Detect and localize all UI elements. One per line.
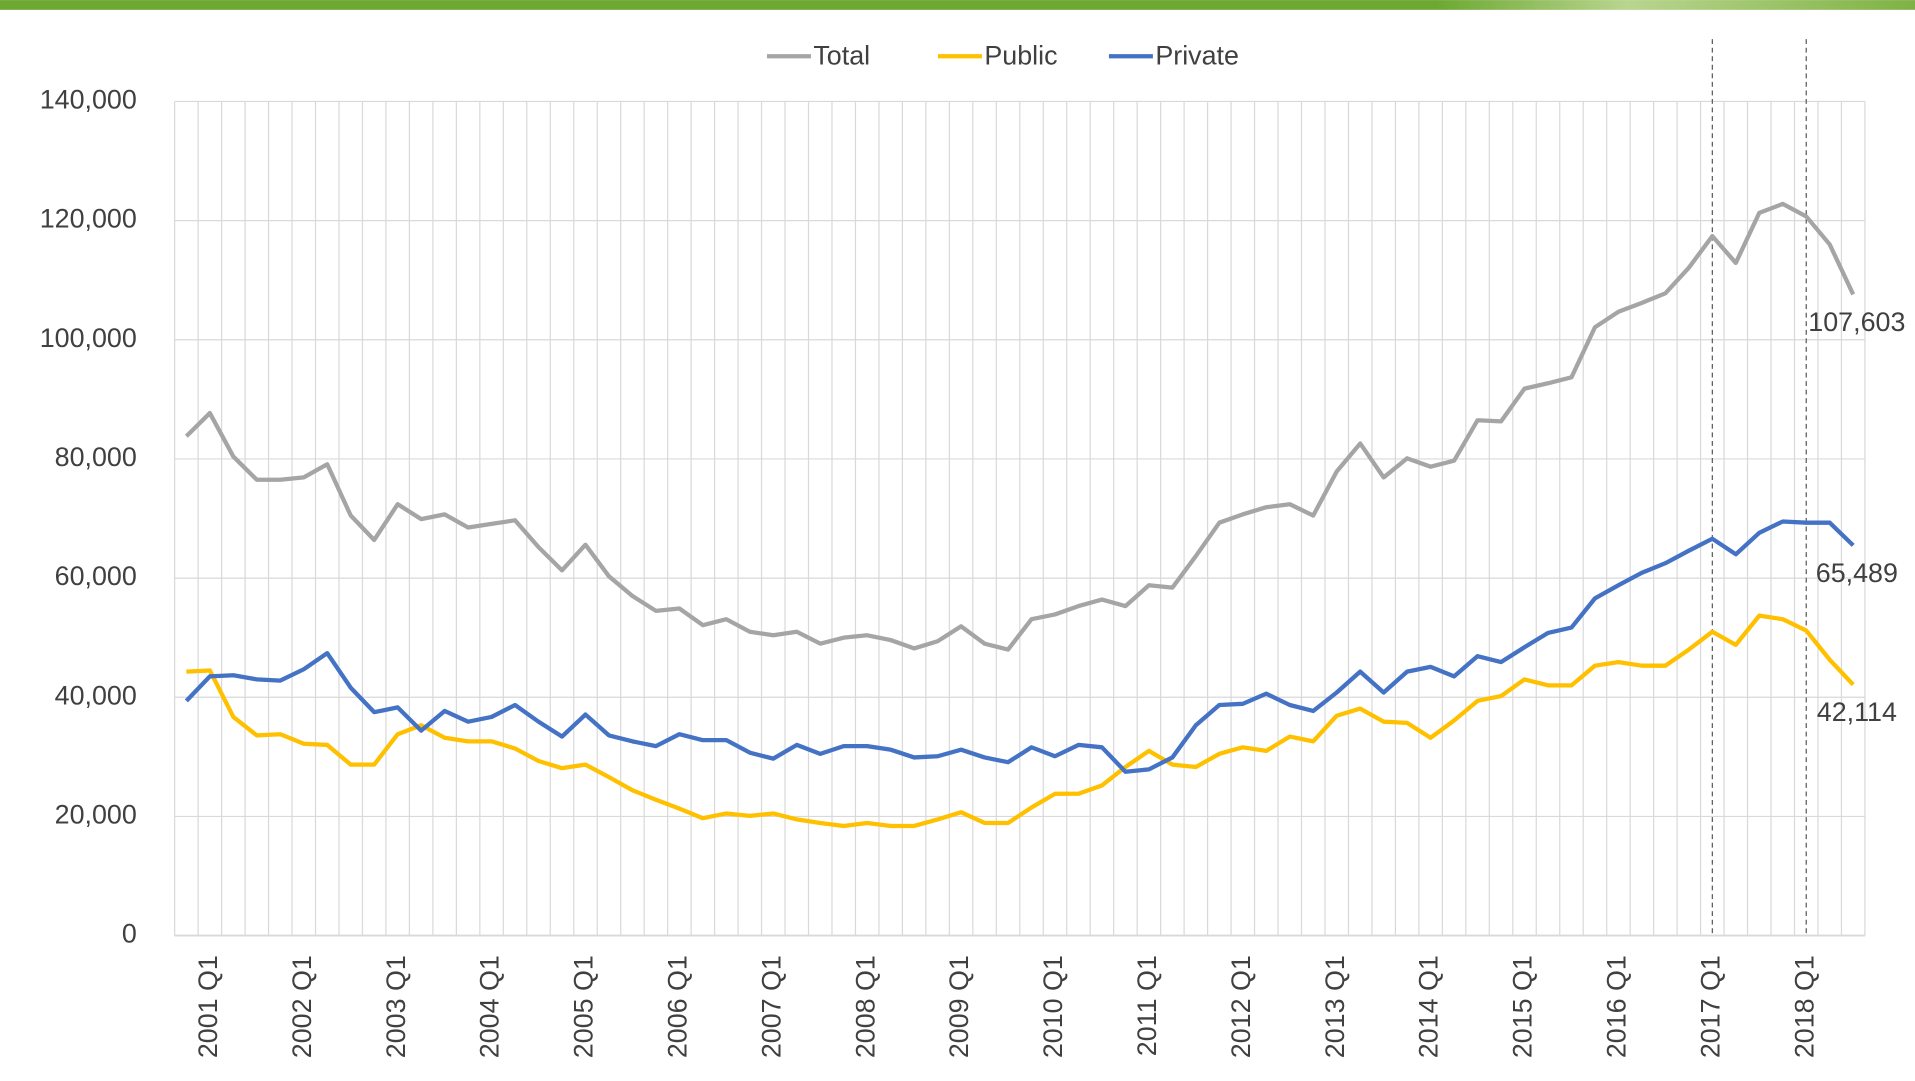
- x-tick-label: 2004 Q1: [475, 955, 505, 1058]
- data-label: 42,114: [1817, 697, 1897, 727]
- y-tick-label: 140,000: [40, 85, 137, 115]
- x-tick-label: 2014 Q1: [1414, 955, 1444, 1058]
- x-tick-label: 2003 Q1: [381, 955, 411, 1058]
- data-label: 65,489: [1816, 558, 1898, 588]
- y-tick-label: 120,000: [40, 204, 137, 234]
- x-tick-label: 2011 Q1: [1132, 955, 1162, 1056]
- y-tick-label: 0: [122, 919, 137, 949]
- legend-label: Total: [813, 41, 870, 71]
- y-tick-label: 40,000: [55, 680, 137, 710]
- x-tick-label: 2007 Q1: [756, 955, 786, 1058]
- x-tick-label: 2005 Q1: [569, 955, 599, 1058]
- series-line: [184, 201, 1856, 652]
- x-tick-label: 2008 Q1: [850, 955, 880, 1058]
- y-tick-label: 60,000: [55, 561, 137, 591]
- legend-label: Public: [984, 41, 1057, 71]
- x-tick-label: 2009 Q1: [944, 955, 974, 1058]
- x-tick-label: 2012 Q1: [1226, 955, 1256, 1058]
- x-tick-label: 2018 Q1: [1789, 955, 1819, 1058]
- x-tick-label: 2013 Q1: [1320, 955, 1350, 1058]
- series-line: [186, 613, 1855, 829]
- top-banner: [0, 0, 1915, 10]
- legend-label: Private: [1155, 41, 1239, 71]
- x-tick-label: 2017 Q1: [1695, 955, 1725, 1058]
- x-tick-label: 2016 Q1: [1602, 955, 1632, 1058]
- x-tick-label: 2002 Q1: [287, 955, 317, 1058]
- series-line: [184, 519, 1855, 774]
- x-tick-label: 2006 Q1: [662, 955, 692, 1058]
- x-tick-label: 2010 Q1: [1038, 955, 1068, 1058]
- y-tick-label: 80,000: [55, 442, 137, 472]
- x-tick-label: 2001 Q1: [193, 955, 223, 1058]
- plot-area: 0 20,000 40,000 60,000 80,000 100,000 120,000 1…: [40, 39, 1905, 1058]
- x-tick-label: 2015 Q1: [1508, 955, 1538, 1058]
- data-label: 107,603: [1808, 307, 1905, 337]
- y-tick-label: 100,000: [40, 323, 137, 353]
- y-tick-label: 20,000: [55, 800, 137, 830]
